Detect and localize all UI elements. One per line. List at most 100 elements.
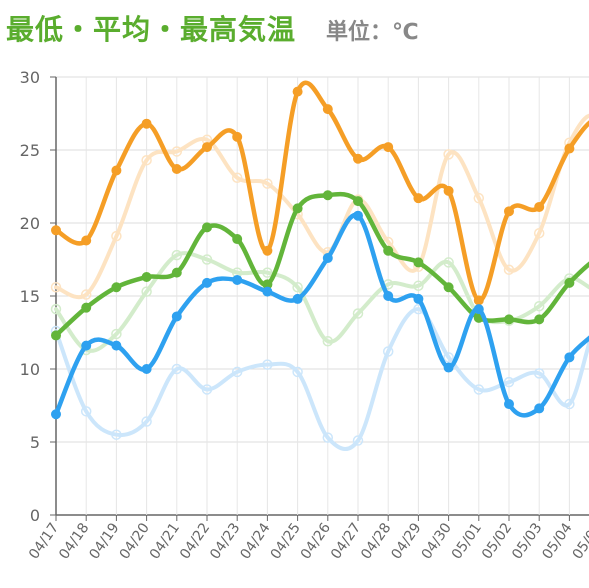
data-point-avg_prev — [171, 249, 183, 261]
data-point-avg — [202, 222, 212, 233]
data-point-min — [292, 293, 303, 304]
data-point-max_prev — [141, 154, 152, 166]
data-point-min — [413, 293, 424, 304]
y-tick-label: 20 — [20, 214, 40, 233]
data-point-min_prev — [322, 432, 334, 443]
data-point-avg_prev — [50, 303, 62, 315]
data-point-min_prev — [533, 368, 545, 379]
x-tick-label: 04/27 — [328, 520, 364, 562]
data-point-avg — [383, 245, 394, 256]
data-point-max — [322, 104, 333, 115]
data-point-min — [141, 364, 152, 374]
x-tick-label: 04/22 — [177, 520, 213, 562]
data-point-max — [111, 165, 122, 176]
x-tick-label: 04/23 — [207, 520, 243, 562]
unit-label: 単位：℃ — [326, 20, 419, 45]
chart-header: 最低・平均・最高気温 単位：℃ — [6, 8, 419, 60]
data-point-avg_prev — [352, 308, 364, 319]
x-tick-label: 04/21 — [147, 520, 183, 562]
y-tick-label: 15 — [20, 287, 40, 306]
data-point-min — [564, 352, 575, 363]
data-point-max_prev — [443, 149, 454, 160]
y-tick-label: 0 — [30, 506, 40, 525]
data-point-avg — [141, 272, 152, 283]
x-tick-label: 04/24 — [237, 520, 273, 562]
data-point-min — [322, 253, 333, 264]
data-point-max_prev — [111, 230, 122, 242]
data-point-max — [413, 193, 424, 204]
data-point-min — [443, 362, 454, 373]
data-point-max — [292, 86, 303, 97]
data-point-max_prev — [262, 178, 273, 189]
data-point-avg_prev — [533, 300, 545, 312]
y-tick-label: 30 — [20, 68, 40, 87]
data-point-min — [81, 340, 92, 351]
data-point-max_prev — [171, 146, 183, 157]
x-tick-label: 04/29 — [388, 520, 424, 562]
data-point-max — [51, 225, 61, 236]
data-point-min — [473, 304, 484, 315]
series-line-min_prev — [54, 307, 589, 451]
data-point-min_prev — [443, 352, 454, 363]
data-point-min — [232, 274, 243, 285]
data-point-avg — [353, 196, 363, 207]
data-point-max — [262, 245, 273, 256]
data-point-max_prev — [503, 264, 515, 275]
x-tick-label: 05/03 — [509, 520, 545, 562]
x-tick-label: 04/26 — [298, 520, 334, 562]
x-tick-label: 04/20 — [117, 520, 153, 562]
data-point-max_prev — [231, 172, 243, 183]
data-point-avg — [322, 190, 333, 201]
data-point-max — [473, 295, 484, 306]
x-tick-label: 04/19 — [86, 520, 122, 562]
x-tick-label: 05/04 — [539, 520, 575, 562]
data-point-max_prev — [50, 281, 62, 293]
x-tick-label: 05/05 — [570, 520, 589, 562]
x-tick-label: 04/30 — [419, 520, 455, 562]
data-point-max — [383, 142, 394, 153]
series-line-max_prev — [54, 113, 589, 300]
data-point-max — [353, 153, 363, 164]
data-point-avg — [443, 282, 454, 293]
data-point-avg_prev — [141, 286, 152, 297]
data-point-min_prev — [382, 346, 394, 357]
chart-title: 最低・平均・最高気温 — [6, 13, 297, 46]
data-point-avg — [81, 302, 92, 313]
data-point-avg_prev — [322, 336, 334, 347]
data-point-max — [443, 185, 454, 196]
data-point-min — [171, 311, 182, 322]
data-point-avg_prev — [292, 281, 303, 293]
data-point-avg — [232, 234, 243, 245]
data-point-min_prev — [80, 406, 92, 417]
data-point-avg_prev — [413, 280, 424, 292]
data-point-max_prev — [80, 289, 92, 300]
data-point-min_prev — [111, 429, 122, 440]
data-point-min_prev — [231, 366, 243, 378]
data-point-avg — [111, 282, 122, 293]
data-point-avg — [534, 314, 545, 325]
data-point-avg_prev — [111, 328, 122, 340]
data-point-max — [504, 206, 514, 217]
data-point-max — [141, 118, 152, 129]
data-point-min — [353, 210, 363, 221]
data-point-max — [534, 201, 545, 212]
x-tick-label: 05/02 — [479, 520, 515, 562]
x-tick-label: 04/17 — [26, 520, 62, 562]
data-point-avg — [171, 267, 182, 278]
data-point-avg — [564, 277, 575, 288]
data-point-min — [51, 409, 61, 420]
data-point-max — [202, 142, 212, 153]
data-point-min_prev — [201, 384, 213, 395]
data-point-min — [383, 291, 394, 301]
data-point-max — [171, 163, 182, 174]
data-point-min — [504, 399, 514, 410]
x-tick-label: 04/18 — [56, 520, 92, 562]
plot-area — [50, 80, 589, 451]
data-point-max_prev — [473, 192, 485, 204]
x-tick-label: 04/28 — [358, 520, 394, 562]
data-point-min_prev — [503, 376, 515, 388]
data-point-min_prev — [262, 359, 273, 370]
data-point-max_prev — [533, 227, 545, 239]
data-point-min_prev — [141, 416, 152, 427]
